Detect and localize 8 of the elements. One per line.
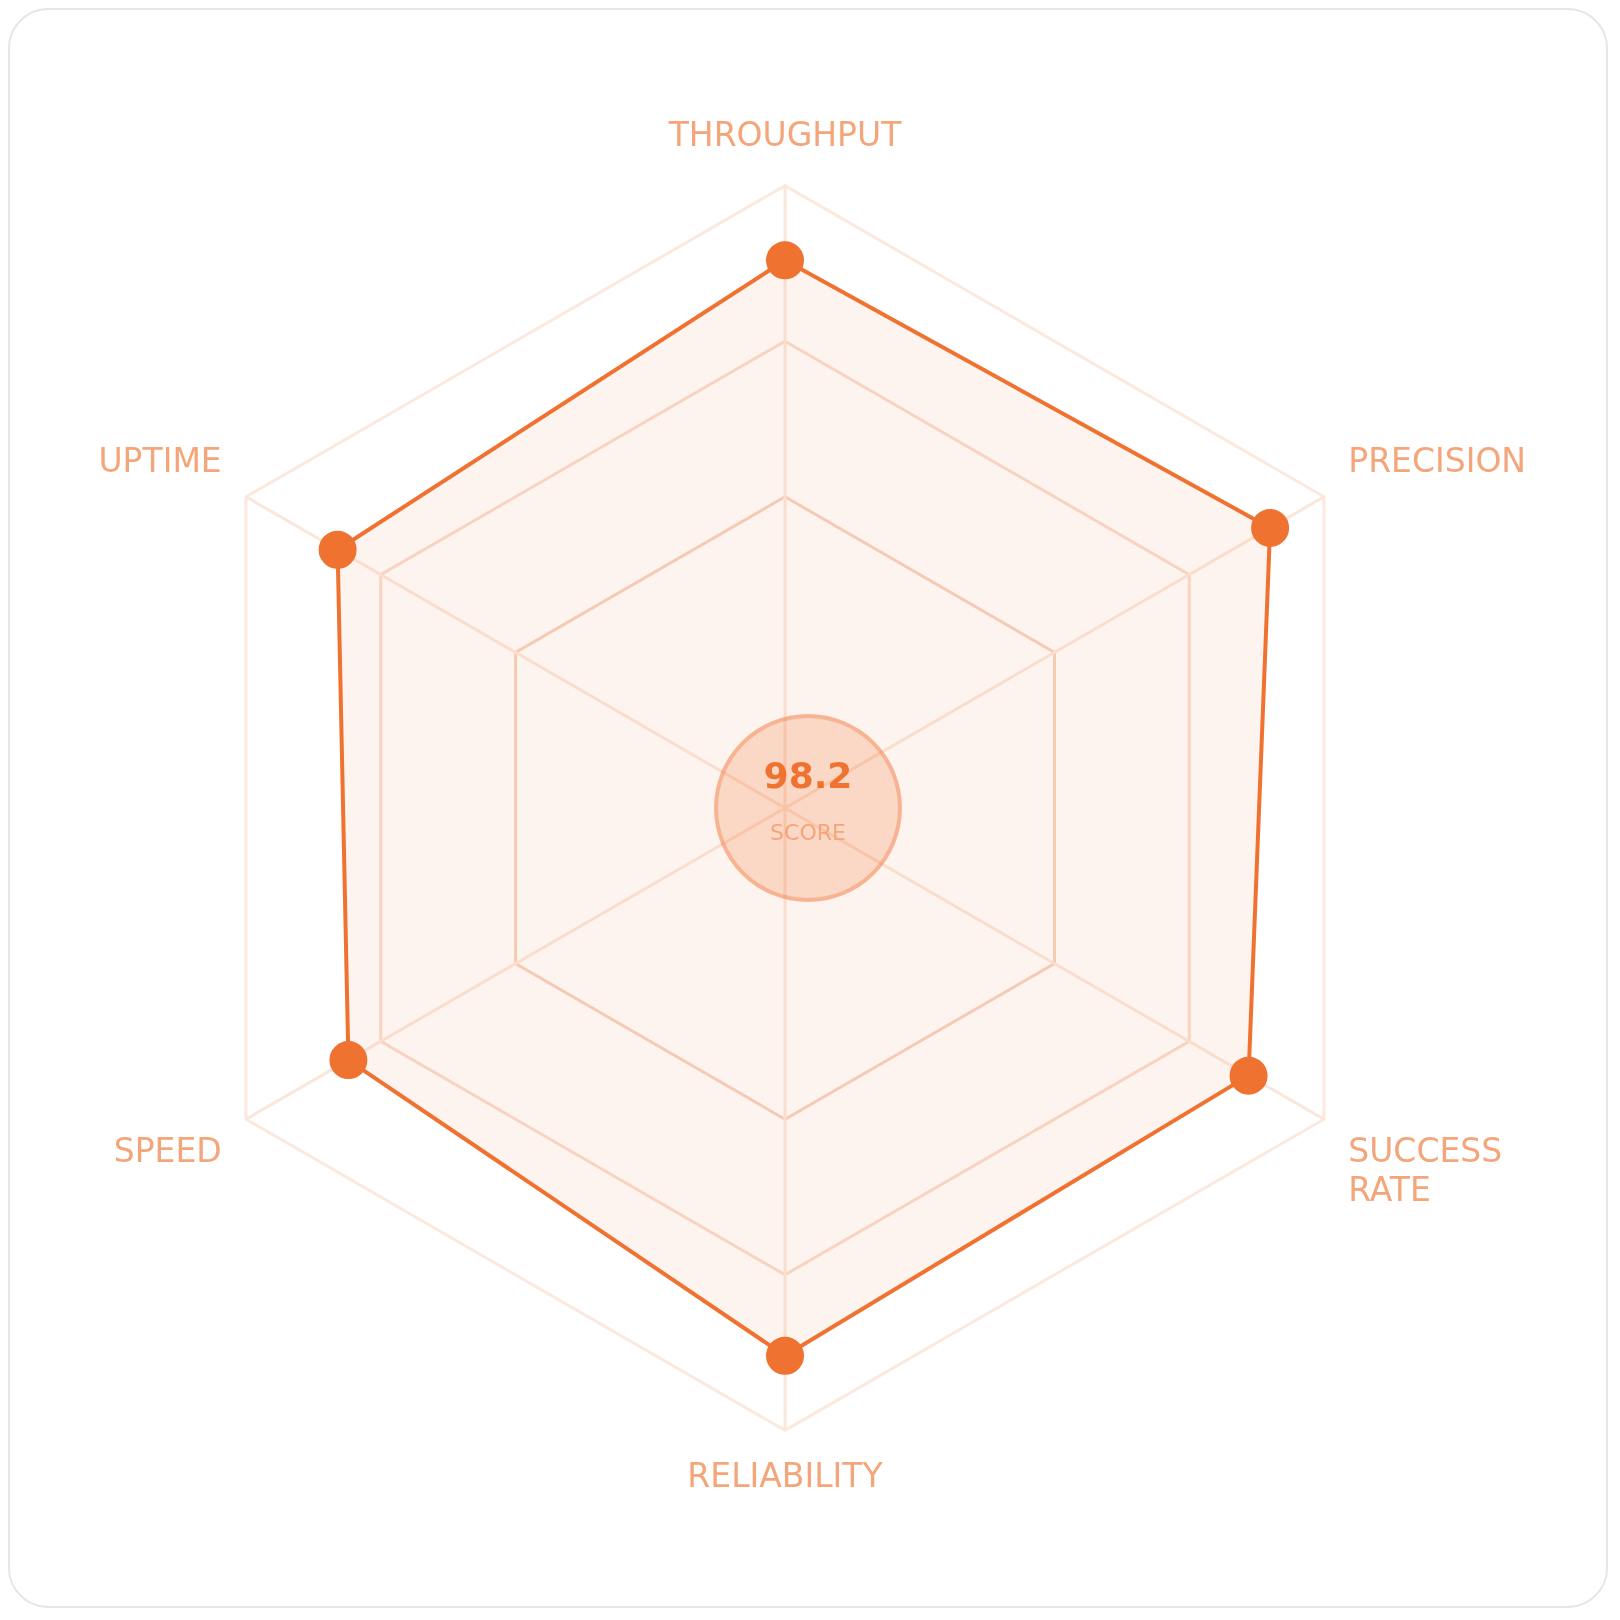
spoke-label: SUCCESS RATE — [1348, 1130, 1503, 1210]
spoke-label: UPTIME — [98, 440, 222, 480]
spoke-label: THROUGHPUT — [667, 115, 903, 155]
spoke-label: SPEED — [113, 1130, 222, 1170]
text: SCORE — [769, 820, 847, 845]
text: 98.2 — [762, 755, 854, 796]
spoke-label: PRECISION — [1348, 440, 1527, 480]
spoke-label: RELIABILITY — [687, 1455, 884, 1495]
